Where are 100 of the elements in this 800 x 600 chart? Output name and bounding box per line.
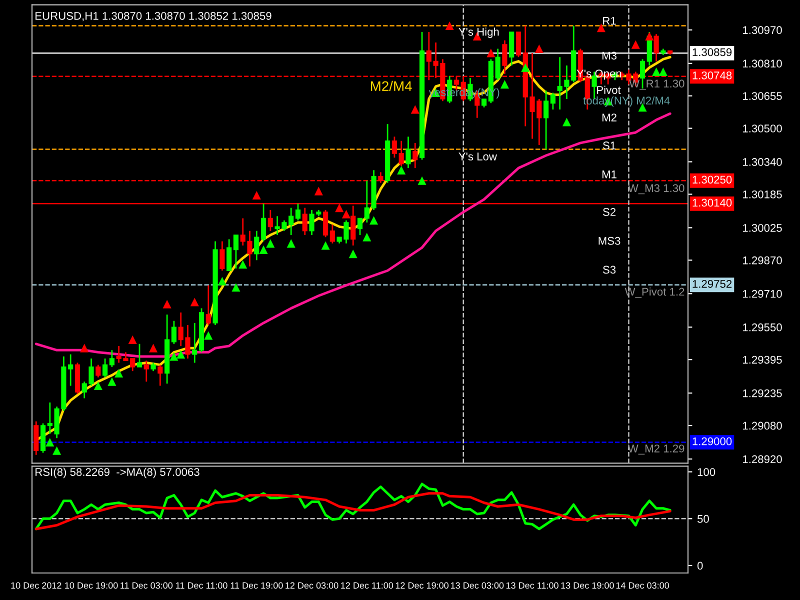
candlestick	[158, 364, 163, 386]
point	[52, 446, 62, 455]
point	[418, 176, 426, 185]
annotation: W_Pivot 1.2	[624, 287, 684, 298]
point	[348, 250, 358, 258]
x-tick-label: 11 Dec 11:00	[176, 582, 228, 589]
y-tick-label: 100	[698, 468, 716, 476]
annotation: yesterday(NY)	[428, 88, 500, 98]
point	[335, 204, 344, 212]
candlestick	[516, 31, 522, 58]
candlestick	[302, 207, 308, 236]
candlestick	[226, 238, 232, 272]
candlestick	[268, 209, 273, 232]
candlestick	[220, 240, 225, 272]
point	[190, 298, 199, 306]
point	[397, 166, 406, 174]
point	[286, 239, 296, 248]
annotation: S2	[602, 208, 616, 216]
x-tick-label: 14 Dec 03:00	[616, 582, 670, 589]
y-tick-label: 1.29710	[743, 290, 782, 298]
candlestick	[192, 322, 198, 364]
candlestick	[502, 40, 508, 75]
point	[114, 368, 124, 378]
y-tick-label: 1.30970	[743, 26, 782, 34]
x-tick-label: 13 Dec 11:00	[506, 582, 558, 589]
point	[94, 381, 102, 390]
candlestick	[233, 234, 239, 270]
point	[631, 40, 640, 49]
text: EURUSD,H1 1.30870 1.30870 1.30852 1.30859	[36, 12, 272, 22]
candlestick	[109, 349, 114, 368]
annotation: R1	[603, 16, 616, 25]
candlestick	[206, 284, 211, 326]
point	[148, 344, 158, 352]
y-tick-label: 1.30185	[743, 190, 782, 198]
ref-line-label: 1.29000	[692, 437, 732, 446]
point	[370, 216, 378, 225]
candlestick	[136, 343, 142, 368]
y-tick-label: 1.29080	[743, 422, 782, 430]
x-tick-label: 11 Dec 19:00	[230, 582, 283, 589]
point	[204, 331, 213, 340]
chart-title: RSI(8) 58.2269 ->MA(8) 57.0063	[36, 468, 200, 478]
x-tick-label: 12 Dec 11:00	[341, 582, 394, 589]
point	[652, 68, 661, 76]
candlestick	[96, 364, 101, 378]
point	[521, 63, 530, 72]
point	[486, 48, 496, 58]
point	[218, 276, 226, 286]
point	[259, 245, 268, 254]
y-tick-label: 1.29870	[743, 256, 782, 264]
point	[46, 438, 54, 447]
y-tick-label: 1.29235	[743, 389, 782, 398]
y-tick-label: 1.28920	[743, 455, 782, 464]
point	[362, 232, 372, 242]
point	[170, 352, 178, 361]
point	[108, 377, 116, 386]
point	[238, 260, 248, 269]
annotation: Pivot	[597, 86, 621, 94]
candlestick	[495, 48, 500, 81]
x-tick-label: 12 Dec 19:00	[396, 582, 449, 589]
x-tick-label: 13 Dec 03:00	[450, 582, 504, 589]
candlestick	[357, 218, 363, 236]
x-tick-label: 11 Dec 03:00	[120, 582, 173, 589]
ref-line-label: 1.29752	[692, 280, 732, 288]
annotation: Y's High	[458, 28, 499, 38]
y-tick-label: 1.30655	[743, 92, 782, 100]
candlestick	[144, 360, 149, 382]
y-tick-label: 1.30025	[743, 224, 782, 232]
line-series	[34, 492, 672, 530]
point	[445, 21, 454, 30]
annotation: S3	[602, 266, 616, 274]
point	[321, 241, 330, 250]
point	[645, 32, 654, 40]
candlestick	[392, 136, 398, 158]
ref-line-label: 1.30859	[692, 48, 732, 56]
annotation: MS3	[598, 236, 620, 245]
point	[534, 44, 544, 54]
point	[342, 210, 350, 218]
point	[596, 24, 606, 32]
y-tick-label: 50	[697, 514, 709, 523]
point	[314, 186, 323, 196]
candlestick	[47, 402, 52, 435]
candlestick	[260, 202, 266, 242]
point	[162, 300, 172, 308]
x-tick-label: 12 Dec 03:00	[286, 582, 338, 589]
y-tick-label: 1.30500	[743, 124, 782, 132]
x-tick-label: 10 Dec 19:00	[65, 582, 118, 589]
annotation: Y's Low	[458, 152, 497, 160]
annotation: M2	[602, 114, 616, 122]
point	[266, 239, 275, 248]
ref-line-label: 1.30140	[692, 198, 732, 207]
y-tick-label: 1.29395	[743, 356, 782, 364]
point	[500, 80, 509, 89]
point	[410, 105, 420, 114]
y-tick-label: 1.30340	[743, 158, 782, 166]
x-tick-label: 10 Dec 2012	[11, 582, 62, 589]
candlestick	[398, 140, 404, 167]
ref-line-label: 1.30748	[692, 72, 732, 80]
candlestick	[406, 136, 411, 169]
point	[80, 344, 89, 352]
x-tick-label: 13 Dec 19:00	[561, 582, 614, 589]
